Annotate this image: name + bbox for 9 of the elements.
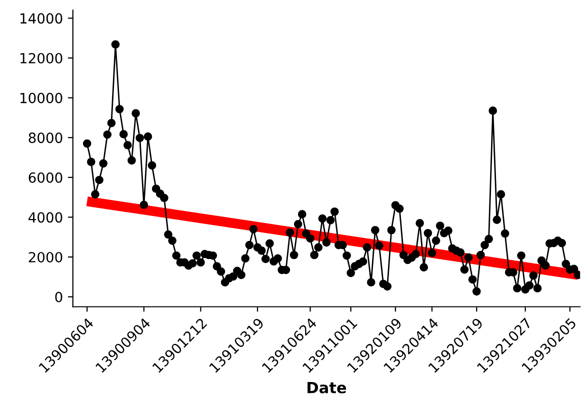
y-tick-label: 2000 xyxy=(28,252,62,262)
y-tick-label: 6000 xyxy=(28,172,62,183)
y-tick-label: 4000 xyxy=(28,212,62,223)
y-tick-label: 10000 xyxy=(20,92,62,104)
y-tick-label: 0 xyxy=(55,292,62,302)
y-tick-label: 12000 xyxy=(20,52,62,64)
y-tick-label: 14000 xyxy=(20,13,62,24)
y-tick-label: 8000 xyxy=(28,132,62,144)
x-axis-title: Date xyxy=(308,382,346,394)
